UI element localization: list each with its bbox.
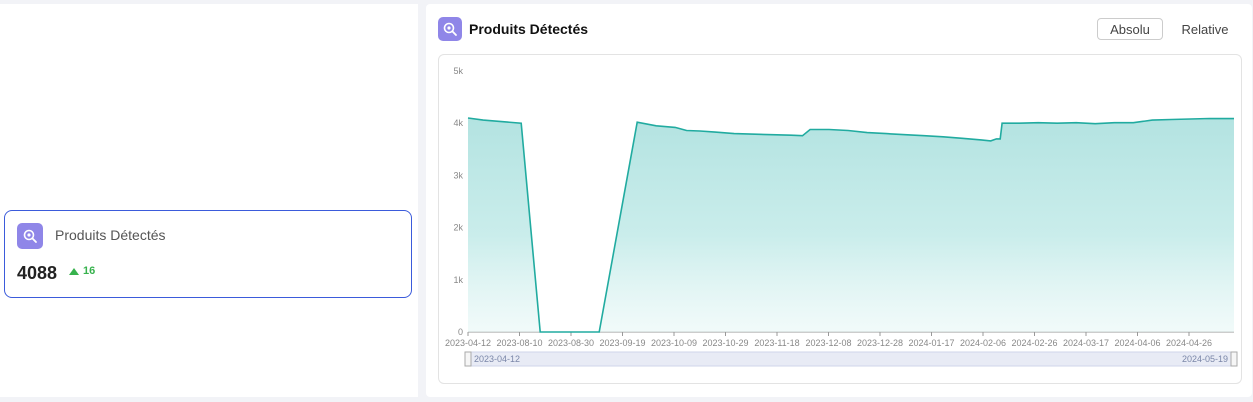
absolute-button[interactable]: Absolu [1097, 18, 1163, 40]
x-tick-label: 2024-01-17 [908, 338, 954, 348]
y-tick-label: 3k [453, 170, 463, 180]
x-tick-label: 2023-08-10 [496, 338, 542, 348]
y-tick-label: 1k [453, 275, 463, 285]
area-chart: 0 1k 2k 3k 4k 5k 2023-04-12 2023-08-10 2023-08-… [445, 66, 1238, 367]
x-tick-label: 2024-04-26 [1166, 338, 1212, 348]
chart-frame: 0 1k 2k 3k 4k 5k 2023-04-12 2023-08-10 2023-08-… [438, 54, 1242, 384]
kpi-delta-value: 16 [83, 265, 96, 277]
series-line [467, 117, 1235, 333]
arrow-up-icon [69, 267, 79, 275]
x-tick-label: 2023-08-30 [548, 338, 594, 348]
y-tick-label: 0 [458, 327, 463, 337]
x-tick-label: 2023-12-28 [857, 338, 903, 348]
magnifier-icon [438, 17, 462, 41]
y-tick-label: 2k [453, 223, 463, 233]
left-panel: Produits Détectés 4088 16 [0, 4, 418, 397]
kpi-title: Produits Détectés [55, 227, 166, 243]
zoom-handle-left[interactable] [464, 351, 472, 367]
kpi-delta: 16 [69, 265, 95, 277]
zoom-start-label: 2023-04-12 [474, 354, 520, 364]
x-tick-label: 2023-10-29 [702, 338, 748, 348]
y-tick-label: 4k [453, 118, 463, 128]
x-tick-label: 2023-09-19 [599, 338, 645, 348]
y-tick-label: 5k [453, 66, 463, 76]
x-tick-label: 2024-03-17 [1063, 338, 1109, 348]
x-tick-label: 2024-02-26 [1011, 338, 1057, 348]
chart-panel: Produits Détectés Absolu Relative 0 1k 2k 3… [426, 4, 1252, 397]
area-fill [468, 118, 1234, 332]
zoom-track [467, 351, 1235, 367]
x-tick-label: 2023-04-12 [445, 338, 491, 348]
relative-button[interactable]: Relative [1174, 18, 1236, 40]
x-tick-label: 2023-11-18 [754, 338, 799, 348]
x-tick-label: 2024-02-06 [960, 338, 1006, 348]
kpi-value: 4088 [17, 263, 58, 283]
x-tick-label: 2023-10-09 [651, 338, 697, 348]
data-zoom-slider[interactable]: 2023-04-12 2024-05-19 [464, 351, 1238, 367]
chart-title: Produits Détectés [469, 21, 589, 37]
magnifier-icon [17, 223, 43, 249]
zoom-handle-right[interactable] [1230, 351, 1238, 367]
x-tick-label: 2024-04-06 [1114, 338, 1160, 348]
x-tick-label: 2023-12-08 [805, 338, 851, 348]
zoom-end-label: 2024-05-19 [1182, 354, 1228, 364]
kpi-card-detected-products[interactable]: Produits Détectés 4088 16 [4, 210, 412, 298]
